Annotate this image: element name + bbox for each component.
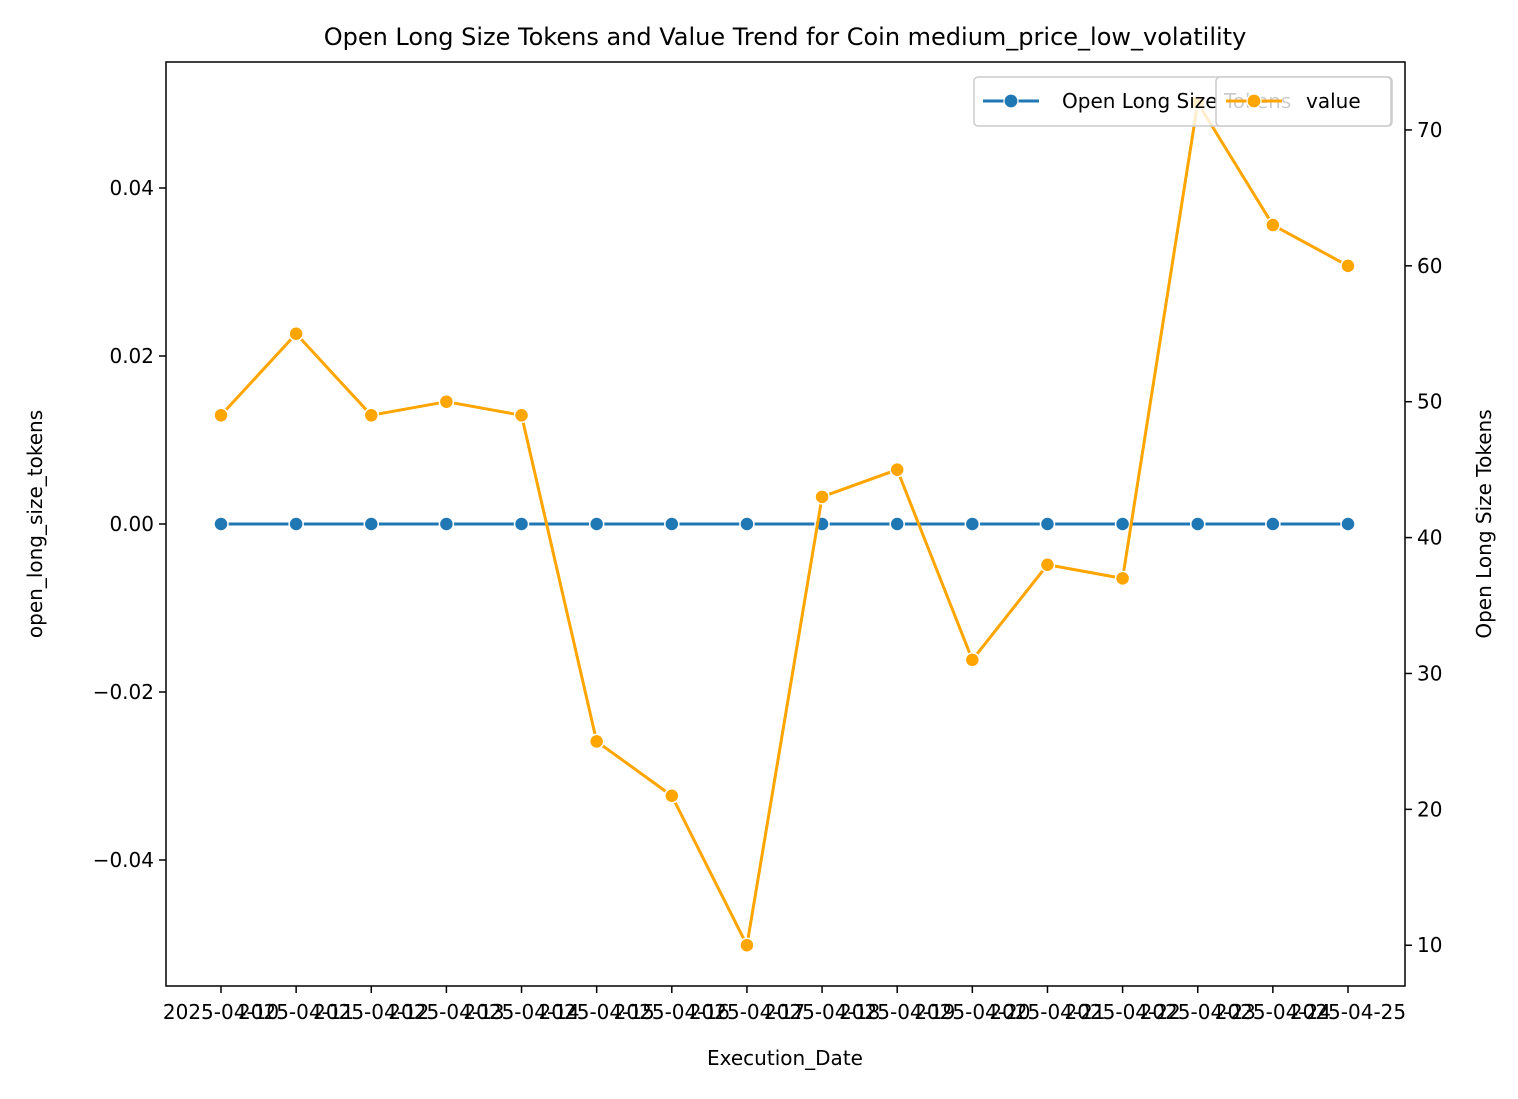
data-point-series-1 xyxy=(213,407,229,424)
x-axis: 2025-04-102025-04-112025-04-122025-04-13… xyxy=(163,986,1406,1024)
left-tick-label: −0.02 xyxy=(93,680,154,704)
series-layer xyxy=(213,95,1356,953)
data-point-series-1 xyxy=(513,407,530,424)
data-point-series-0 xyxy=(964,516,981,532)
data-point-series-0 xyxy=(1039,516,1056,532)
left-tick-label: 0.00 xyxy=(109,512,154,536)
x-tick-label: 2025-04-18 xyxy=(764,1000,880,1024)
right-axis: 10 20 30 40 50 60 70 xyxy=(1405,118,1442,957)
right-tick-label: 30 xyxy=(1417,661,1442,685)
x-tick-label: 2025-04-12 xyxy=(313,1000,429,1024)
data-point-series-0 xyxy=(513,516,530,532)
left-tick-label: −0.04 xyxy=(93,848,154,872)
legend-marker-open-long xyxy=(1003,93,1019,109)
data-point-series-0 xyxy=(1340,516,1356,532)
right-tick-label: 10 xyxy=(1417,933,1442,957)
x-tick-label: 2025-04-15 xyxy=(539,1000,655,1024)
data-point-series-1 xyxy=(1265,217,1281,233)
data-point-series-0 xyxy=(288,516,304,532)
data-point-series-0 xyxy=(889,516,905,532)
x-tick-label: 2025-04-13 xyxy=(388,1000,504,1024)
right-tick-label: 50 xyxy=(1417,390,1442,414)
x-tick-label: 2025-04-14 xyxy=(463,1000,579,1024)
data-point-series-0 xyxy=(1114,516,1131,532)
x-tick-label: 2025-04-22 xyxy=(1064,1000,1180,1024)
data-point-series-0 xyxy=(363,516,380,532)
chart-title: Open Long Size Tokens and Value Trend fo… xyxy=(324,23,1247,51)
x-tick-label: 2025-04-21 xyxy=(989,1000,1105,1024)
data-point-series-0 xyxy=(588,516,605,532)
data-point-series-1 xyxy=(588,733,605,750)
right-tick-label: 60 xyxy=(1417,254,1442,278)
data-point-series-1 xyxy=(664,788,680,804)
x-tick-label: 2025-04-16 xyxy=(614,1000,730,1024)
legend-value: value xyxy=(1215,76,1392,127)
x-tick-label: 2025-04-10 xyxy=(163,1000,279,1024)
legend-label-value: value xyxy=(1306,89,1361,113)
data-point-series-1 xyxy=(438,393,455,410)
data-point-series-0 xyxy=(739,516,755,532)
data-point-series-1 xyxy=(739,937,755,953)
left-axis: −0.04 −0.02 0.00 0.02 0.04 xyxy=(93,176,166,872)
x-tick-label: 2025-04-23 xyxy=(1140,1000,1256,1024)
right-y-axis-label: Open Long Size Tokens xyxy=(1472,409,1496,638)
legend-marker-value xyxy=(1246,93,1262,109)
data-point-series-1 xyxy=(1340,258,1356,274)
data-point-series-0 xyxy=(438,516,455,532)
data-point-series-1 xyxy=(814,489,830,505)
data-point-series-1 xyxy=(964,652,981,668)
data-point-series-0 xyxy=(1265,516,1281,532)
data-point-series-1 xyxy=(363,407,380,424)
data-point-series-1 xyxy=(1039,557,1056,573)
x-tick-label: 2025-04-20 xyxy=(914,1000,1030,1024)
right-tick-label: 70 xyxy=(1417,118,1442,142)
legend-box-right xyxy=(1215,76,1392,127)
left-tick-label: 0.02 xyxy=(109,344,154,368)
data-point-series-0 xyxy=(213,516,229,532)
right-tick-label: 20 xyxy=(1417,797,1442,821)
left-tick-label: 0.04 xyxy=(109,176,154,200)
data-point-series-0 xyxy=(664,516,680,532)
x-tick-label: 2025-04-24 xyxy=(1215,1000,1331,1024)
right-tick-label: 40 xyxy=(1417,526,1442,550)
x-tick-label: 2025-04-17 xyxy=(689,1000,805,1024)
left-y-axis-label: open_long_size_tokens xyxy=(23,410,47,638)
data-point-series-1 xyxy=(1114,570,1131,587)
x-tick-label: 2025-04-25 xyxy=(1290,1000,1406,1024)
x-axis-label: Execution_Date xyxy=(707,1046,863,1070)
x-tick-label: 2025-04-11 xyxy=(238,1000,354,1024)
x-tick-label: 2025-04-19 xyxy=(839,1000,955,1024)
data-point-series-0 xyxy=(1189,516,1206,532)
series-line-1 xyxy=(219,101,1349,947)
data-point-series-1 xyxy=(288,326,304,342)
data-point-series-1 xyxy=(889,461,905,478)
